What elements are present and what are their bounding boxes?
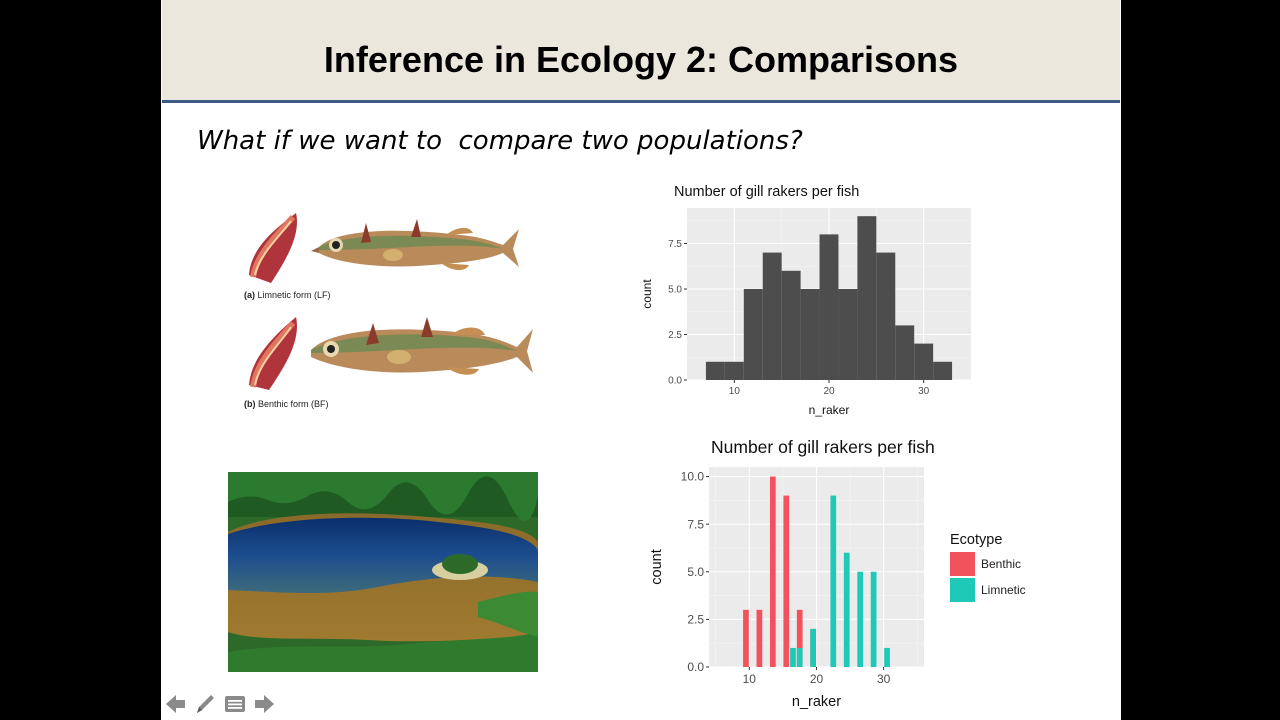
bar-limnetic bbox=[810, 628, 816, 667]
gill-raker-benthic-image bbox=[249, 317, 297, 390]
slide-title: Inference in Ecology 2: Comparisons bbox=[323, 39, 959, 80]
histogram-bar bbox=[933, 361, 953, 380]
bar-limnetic bbox=[830, 495, 837, 667]
x-tick-label: 10 bbox=[729, 386, 741, 397]
legend-label-benthic: Benthic bbox=[981, 557, 1021, 571]
y-tick-label: 2.5 bbox=[687, 613, 704, 627]
caption-benthic: (b) Benthic form (BF) bbox=[244, 399, 329, 409]
slide-nav bbox=[163, 690, 277, 718]
histogram-bar bbox=[800, 288, 820, 380]
histogram-bar bbox=[876, 252, 896, 380]
histogram-bar bbox=[838, 288, 858, 380]
caption-a-letter: (a) bbox=[244, 290, 255, 300]
y-tick-label: 2.5 bbox=[668, 330, 682, 341]
histogram-bar bbox=[895, 325, 915, 380]
bar-limnetic bbox=[790, 647, 796, 667]
y-tick-label: 7.5 bbox=[668, 239, 682, 250]
bar-benthic bbox=[769, 476, 776, 667]
legend-swatch-limnetic bbox=[950, 578, 975, 602]
x-axis-label: n_raker bbox=[792, 694, 841, 710]
bar-limnetic bbox=[843, 552, 850, 667]
histogram-bar bbox=[743, 288, 763, 380]
caption-b-letter: (b) bbox=[244, 399, 256, 409]
y-tick-label: 0.0 bbox=[687, 660, 704, 674]
y-tick-label: 10.0 bbox=[681, 470, 705, 484]
bar-limnetic bbox=[857, 571, 864, 667]
legend-label-limnetic: Limnetic bbox=[981, 583, 1026, 597]
x-tick-label: 30 bbox=[918, 386, 930, 397]
x-tick-label: 20 bbox=[810, 672, 824, 686]
y-axis-label: count bbox=[640, 279, 654, 309]
y-tick-label: 5.0 bbox=[687, 565, 704, 579]
histogram-bar bbox=[857, 216, 877, 380]
caption-limnetic: (a) Limnetic form (LF) bbox=[244, 290, 331, 300]
bar-benthic bbox=[743, 609, 749, 667]
caption-b-text: Benthic form (BF) bbox=[255, 399, 329, 409]
histogram-total: 0.0 2.5 5.0 7.5 10 20 30 Number of gill rakers … bbox=[640, 184, 971, 417]
x-tick-label: 30 bbox=[877, 672, 891, 686]
y-tick-label: 7.5 bbox=[687, 517, 704, 531]
slide: Inference in Ecology 2: Comparisons What… bbox=[161, 0, 1121, 720]
chart-title: Number of gill rakers per fish bbox=[674, 184, 859, 200]
back-arrow-icon[interactable] bbox=[163, 692, 187, 716]
fish-limnetic-image bbox=[311, 219, 519, 271]
histogram-bar bbox=[781, 270, 801, 380]
y-tick-label: 5.0 bbox=[668, 284, 682, 295]
bar-limnetic bbox=[870, 571, 877, 667]
histogram-bar bbox=[914, 343, 934, 380]
notes-icon[interactable] bbox=[223, 692, 247, 716]
fish-illustrations bbox=[249, 213, 533, 390]
slide-subtitle: What if we want to compare two populatio… bbox=[197, 126, 803, 156]
legend-swatch-benthic bbox=[950, 552, 975, 576]
chart-title: Number of gill rakers per fish bbox=[711, 437, 935, 457]
histogram-bar bbox=[762, 252, 782, 380]
bar-limnetic bbox=[884, 647, 890, 667]
bar-limnetic bbox=[796, 647, 803, 667]
x-tick-label: 20 bbox=[823, 386, 835, 397]
y-axis-label: count bbox=[649, 549, 665, 584]
histogram-bar bbox=[819, 234, 839, 380]
stickleback-figure: (a) Limnetic form (LF) (b) Benthic form … bbox=[241, 205, 541, 420]
gill-raker-limnetic-image bbox=[249, 213, 297, 283]
forward-arrow-icon[interactable] bbox=[253, 692, 277, 716]
legend-title: Ecotype bbox=[950, 532, 1002, 548]
lake-photo-image bbox=[228, 472, 538, 672]
bar-benthic bbox=[783, 495, 790, 667]
x-tick-label: 10 bbox=[743, 672, 757, 686]
histogram-bar bbox=[705, 361, 725, 380]
histogram-by-ecotype: 0.0 2.5 5.0 7.5 10.0 10 20 30 Number of gill rak… bbox=[649, 437, 1026, 710]
bar-benthic bbox=[756, 609, 763, 667]
lake-photo bbox=[228, 472, 538, 672]
histogram-bar bbox=[724, 361, 744, 380]
y-tick-label: 0.0 bbox=[668, 376, 682, 387]
caption-a-text: Limnetic form (LF) bbox=[255, 290, 331, 300]
pen-icon[interactable] bbox=[193, 692, 217, 716]
x-axis-label: n_raker bbox=[809, 403, 850, 417]
bar-benthic bbox=[796, 609, 803, 667]
title-bar: Inference in Ecology 2: Comparisons bbox=[162, 0, 1120, 103]
fish-benthic-image bbox=[311, 317, 533, 375]
